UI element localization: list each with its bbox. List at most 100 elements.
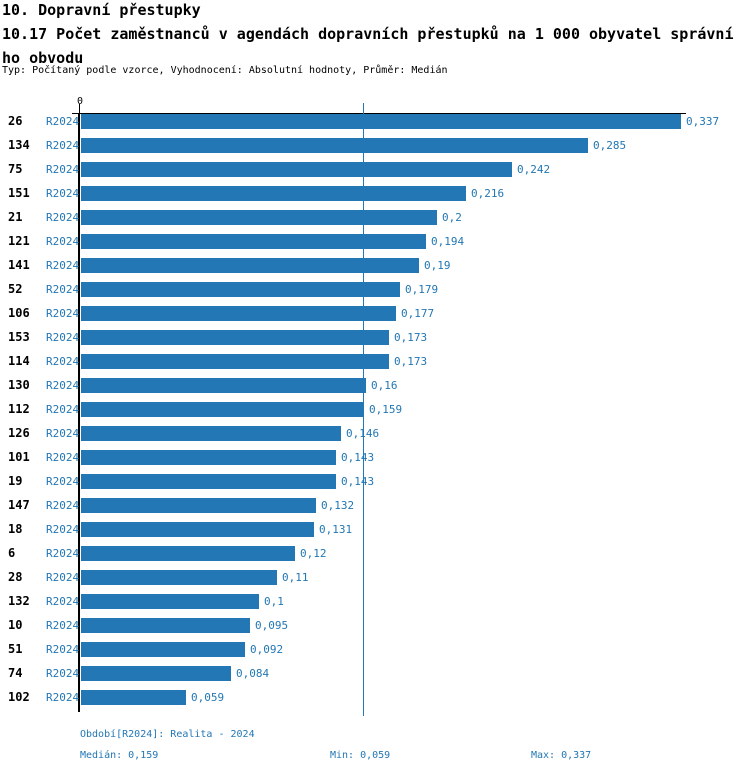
- value-label: 0,1: [264, 595, 284, 608]
- chart-row: 21 R2024 0,2: [0, 210, 750, 225]
- period-legend: Období[R2024]: Realita - 2024: [80, 729, 255, 740]
- bar: [81, 522, 314, 537]
- bar: [81, 546, 295, 561]
- series-label: R2024: [46, 331, 80, 344]
- category-label: 18: [8, 522, 23, 536]
- series-label: R2024: [46, 499, 80, 512]
- series-label: R2024: [46, 667, 80, 680]
- value-label: 0,059: [191, 691, 225, 704]
- chart-row: 130 R2024 0,16: [0, 378, 750, 393]
- value-label: 0,143: [341, 451, 375, 464]
- value-label: 0,179: [405, 283, 439, 296]
- series-label: R2024: [46, 547, 80, 560]
- category-label: 6: [8, 546, 16, 560]
- chart-row: 106 R2024 0,177: [0, 306, 750, 321]
- chart-row: 153 R2024 0,173: [0, 330, 750, 345]
- value-label: 0,216: [471, 187, 505, 200]
- bar: [81, 618, 250, 633]
- chart-row: 112 R2024 0,159: [0, 402, 750, 417]
- chart-row: 141 R2024 0,19: [0, 258, 750, 273]
- bar: [81, 354, 389, 369]
- series-label: R2024: [46, 379, 80, 392]
- bar: [81, 162, 512, 177]
- series-label: R2024: [46, 643, 80, 656]
- bar: [81, 690, 186, 705]
- value-label: 0,16: [371, 379, 398, 392]
- category-label: 19: [8, 474, 23, 488]
- value-label: 0,194: [431, 235, 465, 248]
- value-label: 0,143: [341, 475, 375, 488]
- series-label: R2024: [46, 355, 80, 368]
- value-label: 0,095: [255, 619, 289, 632]
- category-label: 112: [8, 402, 30, 416]
- bar: [81, 666, 231, 681]
- x-axis-zero-tick-label: 0: [76, 96, 84, 107]
- category-label: 132: [8, 594, 30, 608]
- category-label: 101: [8, 450, 30, 464]
- value-label: 0,173: [394, 331, 428, 344]
- chart-row: 28 R2024 0,11: [0, 570, 750, 585]
- chart-row: 6 R2024 0,12: [0, 546, 750, 561]
- chart-row: 134 R2024 0,285: [0, 138, 750, 153]
- category-label: 106: [8, 306, 30, 320]
- max-stat: Max: 0,337: [531, 750, 592, 761]
- category-label: 151: [8, 186, 30, 200]
- bar: [81, 642, 245, 657]
- min-stat: Min: 0,059: [330, 750, 391, 761]
- category-label: 147: [8, 498, 30, 512]
- category-label: 141: [8, 258, 30, 272]
- chart-title-line1: 10.17 Počet zaměstnanců v agendách dopra…: [2, 25, 734, 43]
- x-axis-line: [72, 113, 686, 114]
- bar: [81, 426, 341, 441]
- category-label: 21: [8, 210, 23, 224]
- value-label: 0,177: [401, 307, 435, 320]
- series-label: R2024: [46, 523, 80, 536]
- value-label: 0,092: [250, 643, 284, 656]
- bar: [81, 138, 588, 153]
- value-label: 0,19: [424, 259, 451, 272]
- category-label: 121: [8, 234, 30, 248]
- chart-row: 151 R2024 0,216: [0, 186, 750, 201]
- value-label: 0,285: [593, 139, 627, 152]
- category-label: 26: [8, 114, 23, 128]
- bar: [81, 570, 277, 585]
- series-label: R2024: [46, 307, 80, 320]
- category-label: 134: [8, 138, 30, 152]
- value-label: 0,11: [282, 571, 309, 584]
- value-label: 0,12: [300, 547, 327, 560]
- chart-row: 10 R2024 0,095: [0, 618, 750, 633]
- series-label: R2024: [46, 211, 80, 224]
- series-label: R2024: [46, 571, 80, 584]
- value-label: 0,337: [686, 115, 720, 128]
- category-label: 52: [8, 282, 23, 296]
- value-label: 0,132: [321, 499, 355, 512]
- value-label: 0,084: [236, 667, 270, 680]
- series-label: R2024: [46, 163, 80, 176]
- category-label: 130: [8, 378, 30, 392]
- chart-row: 74 R2024 0,084: [0, 666, 750, 681]
- chart-row: 19 R2024 0,143: [0, 474, 750, 489]
- bar: [81, 114, 681, 129]
- value-label: 0,131: [319, 523, 353, 536]
- category-label: 51: [8, 642, 23, 656]
- bar: [81, 258, 419, 273]
- series-label: R2024: [46, 403, 80, 416]
- value-label: 0,173: [394, 355, 428, 368]
- chart-title-line2: ho obvodu: [2, 49, 84, 67]
- bar: [81, 594, 259, 609]
- series-label: R2024: [46, 427, 80, 440]
- series-label: R2024: [46, 619, 80, 632]
- value-label: 0,242: [517, 163, 551, 176]
- chart-row: 126 R2024 0,146: [0, 426, 750, 441]
- chart-row: 52 R2024 0,179: [0, 282, 750, 297]
- category-label: 10: [8, 618, 23, 632]
- value-label: 0,2: [442, 211, 462, 224]
- report-section-title: 10. Dopravní přestupky: [2, 1, 201, 19]
- category-label: 114: [8, 354, 30, 368]
- category-label: 28: [8, 570, 23, 584]
- series-label: R2024: [46, 451, 80, 464]
- bar: [81, 330, 389, 345]
- chart-row: 18 R2024 0,131: [0, 522, 750, 537]
- value-label: 0,146: [346, 427, 380, 440]
